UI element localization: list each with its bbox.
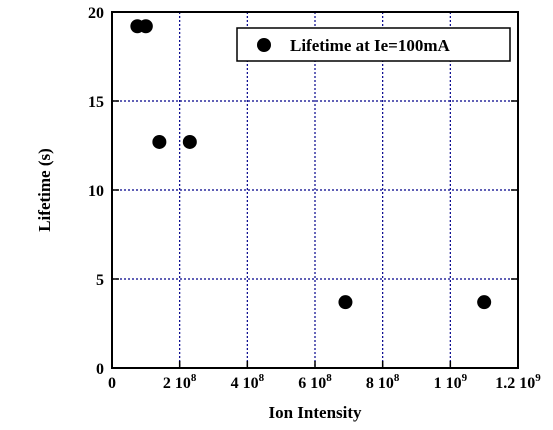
x-tick-label: 1 109 — [434, 372, 468, 392]
y-tick-label: 0 — [96, 361, 104, 378]
data-point — [152, 134, 167, 149]
data-points — [130, 19, 492, 310]
data-point — [182, 134, 197, 149]
y-tick-label: 10 — [88, 183, 104, 200]
x-tick-label: 8 108 — [366, 372, 400, 392]
x-tick-label: 2 108 — [163, 372, 197, 392]
grid-lines — [112, 12, 518, 368]
x-axis: 0 2 108 4 108 6 108 8 108 1 109 1.2 109 — [108, 361, 541, 392]
y-axis-label: Lifetime (s) — [35, 148, 54, 232]
legend-box — [236, 27, 511, 62]
y-tick-label: 5 — [96, 272, 104, 289]
data-point — [138, 19, 153, 34]
y-axis: 0 5 10 15 20 — [88, 5, 518, 378]
x-tick-label: 0 — [108, 375, 116, 392]
x-axis-label: Ion Intensity — [268, 403, 362, 422]
data-point — [338, 295, 353, 310]
data-point — [477, 295, 492, 310]
legend-label: Lifetime at Ie=100mA — [290, 36, 451, 55]
legend-marker — [257, 38, 271, 52]
x-tick-label: 4 108 — [231, 372, 265, 392]
legend: Lifetime at Ie=100mA — [236, 27, 511, 62]
y-tick-label: 20 — [88, 5, 104, 22]
y-tick-label: 15 — [88, 94, 104, 111]
x-tick-label: 1.2 109 — [495, 372, 541, 392]
x-tick-label: 6 108 — [298, 372, 332, 392]
